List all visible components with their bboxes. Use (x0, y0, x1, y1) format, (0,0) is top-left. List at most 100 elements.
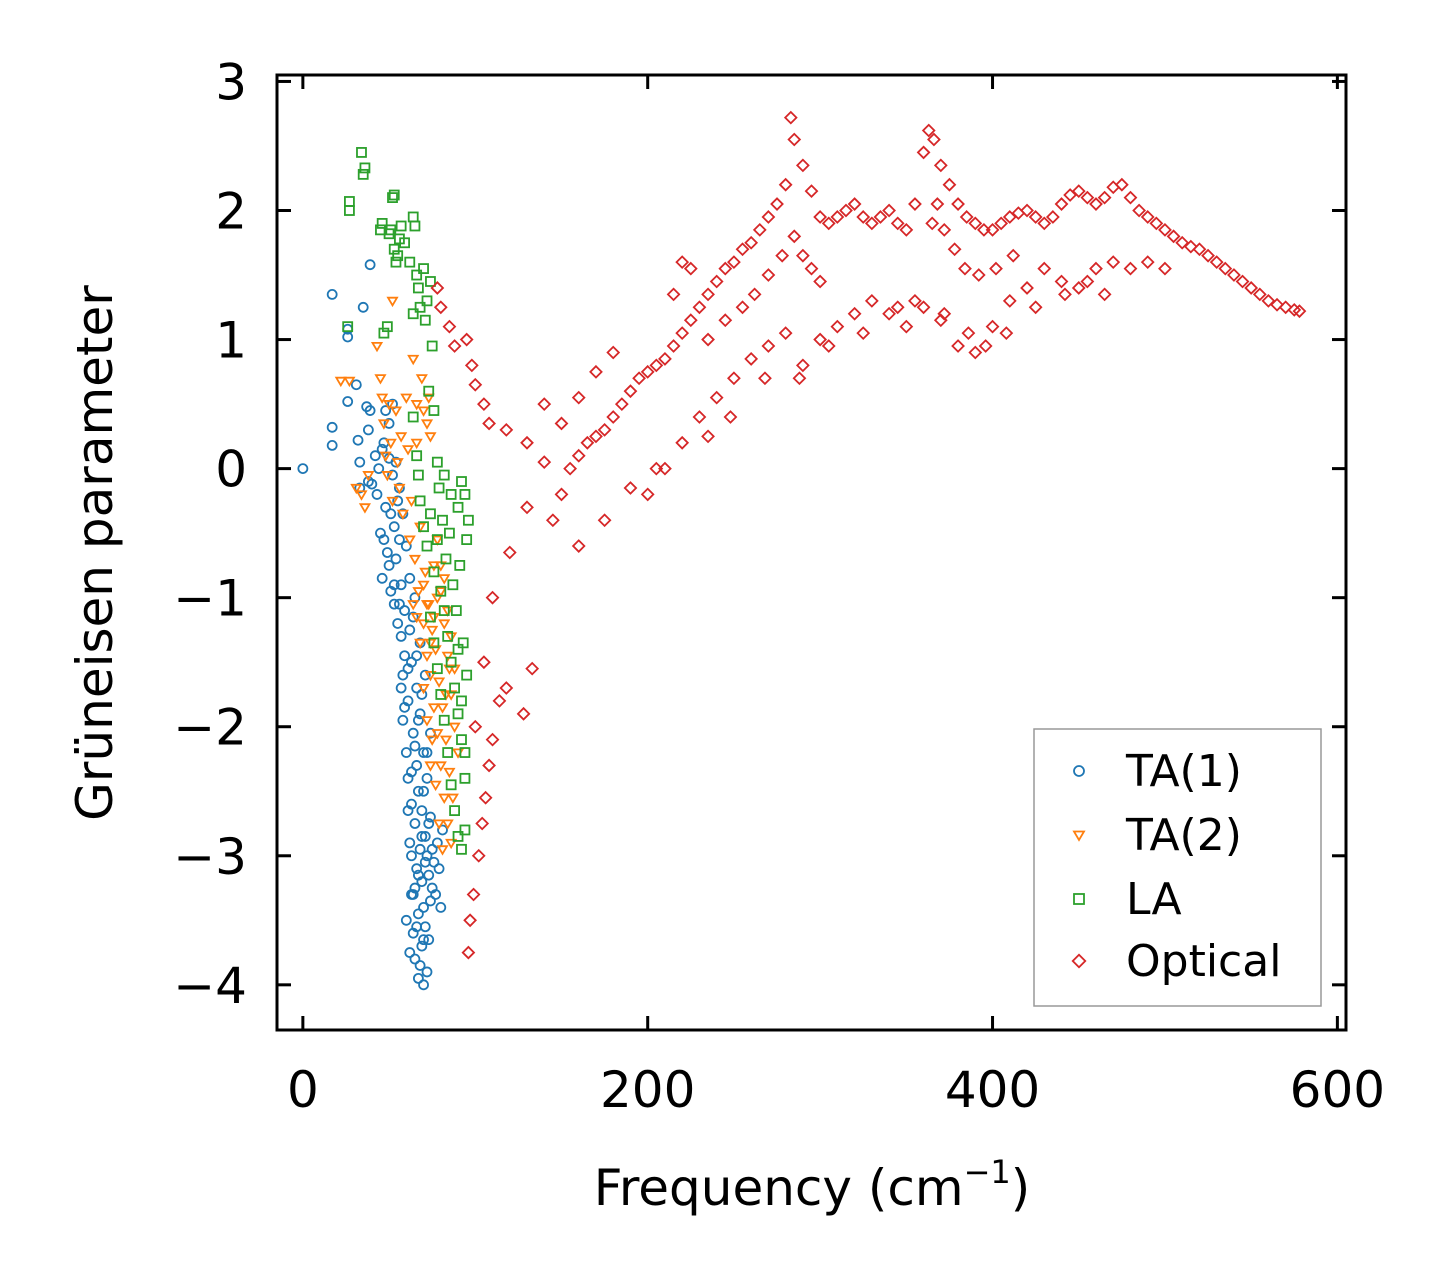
data-point (666, 339, 681, 353)
data-point (421, 295, 433, 307)
data-point (475, 816, 490, 831)
data-point (449, 682, 460, 694)
data-point (389, 406, 403, 417)
data-point (761, 339, 776, 353)
y-tick-label: −2 (173, 699, 247, 757)
data-point (1132, 203, 1146, 218)
data-point (425, 811, 436, 823)
data-point (1071, 281, 1086, 295)
data-point (1218, 261, 1233, 276)
data-point (405, 496, 418, 508)
axis-ticks (277, 75, 1346, 1030)
data-point (417, 683, 430, 695)
data-point (326, 439, 338, 451)
data-point (297, 463, 309, 475)
data-point (326, 288, 338, 300)
data-point (409, 592, 421, 604)
tick-labels: 0 200 400 600 3 2 1 0 −1 −2 −3 −4 (173, 53, 1385, 1119)
data-point (937, 222, 952, 237)
data-point (778, 326, 793, 341)
data-point (445, 489, 457, 500)
data-point (537, 397, 552, 411)
data-point (404, 572, 416, 584)
data-point (400, 393, 413, 404)
data-point (450, 605, 462, 616)
data-point (916, 145, 931, 160)
data-point (399, 605, 410, 616)
data-point (709, 390, 724, 405)
data-point (434, 761, 447, 772)
data-point (1123, 261, 1138, 276)
data-point (406, 850, 417, 862)
data-point (427, 703, 440, 714)
data-point (456, 476, 467, 487)
data-point (419, 567, 432, 579)
data-point (882, 203, 896, 218)
data-point (404, 947, 416, 958)
data-point (735, 242, 750, 257)
data-point (856, 326, 871, 341)
data-point (426, 340, 438, 352)
data-point (1158, 222, 1172, 237)
data-point (427, 561, 440, 572)
data-point (403, 535, 416, 546)
data-point (436, 703, 449, 714)
data-point (386, 296, 399, 308)
data-point (392, 618, 404, 629)
data-point (1149, 216, 1164, 231)
data-point (459, 747, 471, 758)
data-point (1089, 261, 1103, 276)
data-point (882, 306, 896, 321)
data-point (388, 521, 400, 533)
data-point (787, 229, 802, 244)
data-point (385, 508, 397, 520)
data-point (856, 210, 871, 224)
data-point (383, 418, 395, 429)
data-point (423, 869, 435, 881)
data-point (350, 483, 363, 495)
data-point (580, 435, 595, 450)
data-point (374, 374, 387, 385)
data-point (482, 416, 496, 431)
y-tick-label: 0 (215, 441, 247, 499)
data-point (369, 450, 381, 462)
series-ta-2 (334, 296, 465, 856)
data-point (1071, 184, 1086, 199)
data-point (723, 410, 738, 424)
data-point (411, 269, 423, 281)
data-point (571, 448, 586, 463)
data-point (701, 332, 715, 347)
data-point (386, 496, 399, 508)
data-point (438, 793, 451, 804)
y-axis-title: Grüneisen parameter (66, 285, 124, 821)
data-point (614, 397, 629, 411)
data-point (426, 735, 439, 746)
data-point (429, 645, 442, 656)
data-point (873, 210, 888, 224)
data-point (461, 534, 473, 545)
data-point (423, 818, 435, 829)
data-point (640, 487, 655, 502)
data-point (445, 838, 458, 850)
data-point (445, 656, 457, 668)
data-point (554, 416, 569, 431)
data-point (597, 513, 612, 528)
data-point (400, 540, 412, 552)
data-point (999, 326, 1014, 341)
data-point (425, 276, 436, 287)
data-point (442, 319, 457, 334)
data-point (359, 162, 371, 174)
data-point (459, 332, 474, 347)
data-point (438, 574, 451, 585)
data-point (463, 913, 478, 928)
data-point (442, 747, 454, 758)
data-point (452, 831, 464, 842)
data-point (1261, 293, 1276, 308)
data-point (864, 293, 879, 308)
data-point (441, 651, 454, 663)
data-point (416, 805, 428, 817)
data-point (606, 345, 621, 360)
data-point (985, 319, 1000, 334)
data-point (412, 469, 424, 481)
data-point (418, 747, 429, 758)
